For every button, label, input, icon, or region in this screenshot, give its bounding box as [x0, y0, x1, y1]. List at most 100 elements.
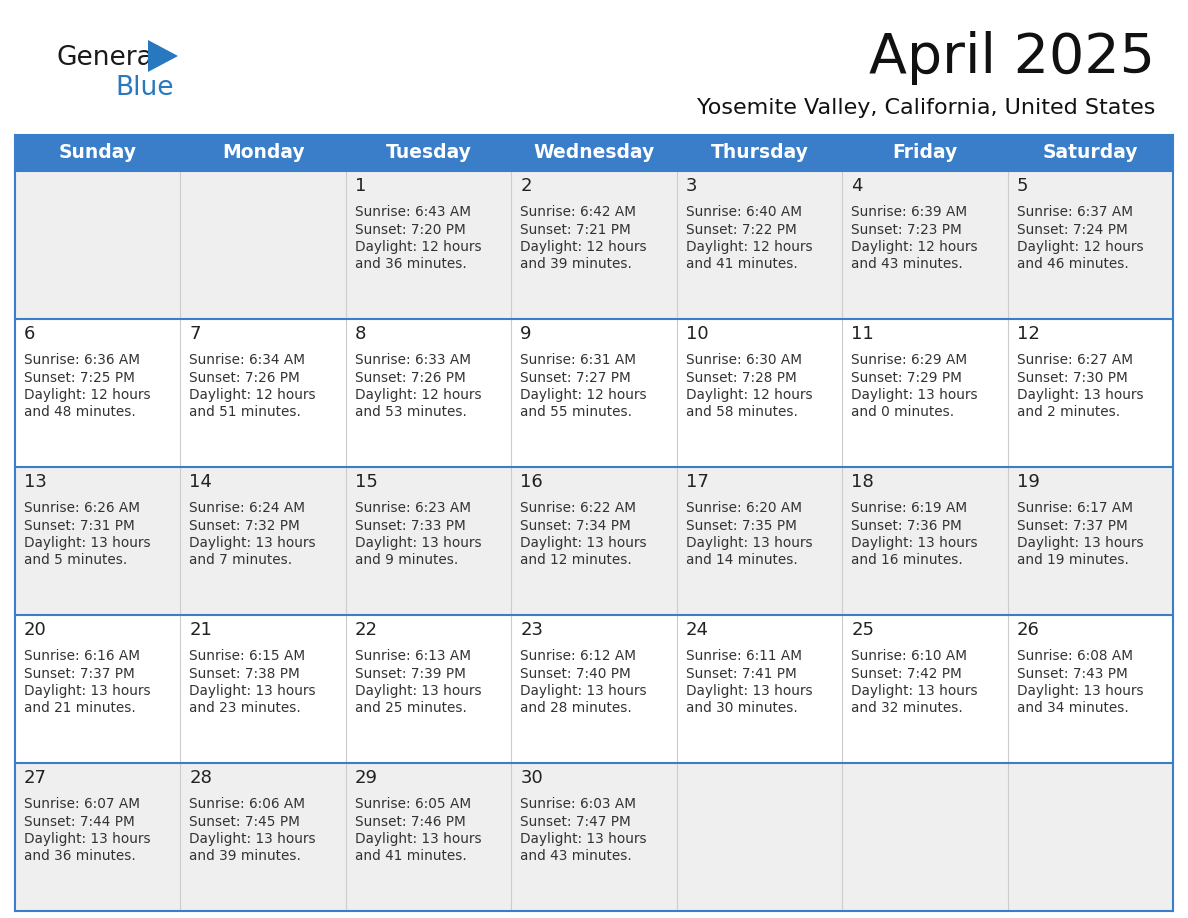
Text: Sunset: 7:34 PM: Sunset: 7:34 PM [520, 519, 631, 532]
Text: and 32 minutes.: and 32 minutes. [851, 701, 963, 715]
Text: Sunset: 7:31 PM: Sunset: 7:31 PM [24, 519, 134, 532]
Text: Sunset: 7:39 PM: Sunset: 7:39 PM [355, 666, 466, 680]
Text: Sunset: 7:40 PM: Sunset: 7:40 PM [520, 666, 631, 680]
Text: Sunrise: 6:36 AM: Sunrise: 6:36 AM [24, 353, 140, 367]
Text: and 41 minutes.: and 41 minutes. [355, 849, 467, 864]
Text: and 2 minutes.: and 2 minutes. [1017, 406, 1120, 420]
Text: 15: 15 [355, 473, 378, 491]
Text: Tuesday: Tuesday [386, 143, 472, 162]
Text: Daylight: 13 hours: Daylight: 13 hours [189, 684, 316, 698]
Text: 11: 11 [851, 325, 874, 343]
Text: Sunset: 7:28 PM: Sunset: 7:28 PM [685, 371, 796, 385]
Text: Sunrise: 6:19 AM: Sunrise: 6:19 AM [851, 501, 967, 515]
Text: Daylight: 12 hours: Daylight: 12 hours [1017, 240, 1143, 254]
Text: Thursday: Thursday [710, 143, 808, 162]
Polygon shape [148, 40, 178, 72]
Text: 20: 20 [24, 621, 46, 639]
Text: Sunset: 7:41 PM: Sunset: 7:41 PM [685, 666, 796, 680]
Text: Sunset: 7:42 PM: Sunset: 7:42 PM [851, 666, 962, 680]
Text: 14: 14 [189, 473, 213, 491]
Text: 25: 25 [851, 621, 874, 639]
Text: Sunset: 7:20 PM: Sunset: 7:20 PM [355, 222, 466, 237]
Text: 1: 1 [355, 177, 366, 195]
Text: and 7 minutes.: and 7 minutes. [189, 554, 292, 567]
Text: and 23 minutes.: and 23 minutes. [189, 701, 302, 715]
Text: 3: 3 [685, 177, 697, 195]
Text: and 34 minutes.: and 34 minutes. [1017, 701, 1129, 715]
Text: Sunrise: 6:07 AM: Sunrise: 6:07 AM [24, 797, 140, 811]
Text: and 5 minutes.: and 5 minutes. [24, 554, 127, 567]
Text: Sunday: Sunday [58, 143, 137, 162]
Text: Sunset: 7:23 PM: Sunset: 7:23 PM [851, 222, 962, 237]
Text: and 58 minutes.: and 58 minutes. [685, 406, 797, 420]
Text: Sunrise: 6:34 AM: Sunrise: 6:34 AM [189, 353, 305, 367]
Text: Daylight: 12 hours: Daylight: 12 hours [685, 388, 813, 402]
Text: Daylight: 13 hours: Daylight: 13 hours [189, 832, 316, 846]
Text: and 41 minutes.: and 41 minutes. [685, 258, 797, 272]
FancyBboxPatch shape [15, 135, 1173, 171]
Text: Sunrise: 6:40 AM: Sunrise: 6:40 AM [685, 205, 802, 219]
FancyBboxPatch shape [15, 319, 1173, 467]
Text: Sunrise: 6:37 AM: Sunrise: 6:37 AM [1017, 205, 1132, 219]
Text: Daylight: 13 hours: Daylight: 13 hours [851, 684, 978, 698]
Text: Sunrise: 6:42 AM: Sunrise: 6:42 AM [520, 205, 637, 219]
Text: Sunrise: 6:24 AM: Sunrise: 6:24 AM [189, 501, 305, 515]
Text: Sunset: 7:46 PM: Sunset: 7:46 PM [355, 814, 466, 829]
Text: Sunset: 7:33 PM: Sunset: 7:33 PM [355, 519, 466, 532]
Text: 16: 16 [520, 473, 543, 491]
Text: Sunset: 7:26 PM: Sunset: 7:26 PM [355, 371, 466, 385]
Text: and 55 minutes.: and 55 minutes. [520, 406, 632, 420]
Text: Sunset: 7:37 PM: Sunset: 7:37 PM [24, 666, 134, 680]
Text: Daylight: 13 hours: Daylight: 13 hours [851, 536, 978, 550]
Text: Sunset: 7:22 PM: Sunset: 7:22 PM [685, 222, 796, 237]
Text: and 48 minutes.: and 48 minutes. [24, 406, 135, 420]
Text: Sunrise: 6:17 AM: Sunrise: 6:17 AM [1017, 501, 1132, 515]
Text: Sunrise: 6:11 AM: Sunrise: 6:11 AM [685, 649, 802, 663]
Text: 2: 2 [520, 177, 532, 195]
Text: and 21 minutes.: and 21 minutes. [24, 701, 135, 715]
Text: 13: 13 [24, 473, 46, 491]
Text: and 28 minutes.: and 28 minutes. [520, 701, 632, 715]
Text: Sunrise: 6:20 AM: Sunrise: 6:20 AM [685, 501, 802, 515]
FancyBboxPatch shape [15, 171, 1173, 319]
Text: and 0 minutes.: and 0 minutes. [851, 406, 954, 420]
Text: Daylight: 12 hours: Daylight: 12 hours [520, 388, 647, 402]
Text: Sunrise: 6:33 AM: Sunrise: 6:33 AM [355, 353, 470, 367]
Text: and 46 minutes.: and 46 minutes. [1017, 258, 1129, 272]
Text: Monday: Monday [222, 143, 304, 162]
Text: Sunrise: 6:23 AM: Sunrise: 6:23 AM [355, 501, 470, 515]
Text: 18: 18 [851, 473, 874, 491]
Text: 7: 7 [189, 325, 201, 343]
Text: Sunrise: 6:27 AM: Sunrise: 6:27 AM [1017, 353, 1132, 367]
Text: and 36 minutes.: and 36 minutes. [355, 258, 467, 272]
Text: 10: 10 [685, 325, 708, 343]
Text: Sunrise: 6:03 AM: Sunrise: 6:03 AM [520, 797, 637, 811]
Text: Daylight: 13 hours: Daylight: 13 hours [1017, 388, 1143, 402]
Text: and 39 minutes.: and 39 minutes. [189, 849, 302, 864]
Text: April 2025: April 2025 [868, 31, 1155, 85]
Text: 5: 5 [1017, 177, 1028, 195]
Text: Sunset: 7:37 PM: Sunset: 7:37 PM [1017, 519, 1127, 532]
Text: 27: 27 [24, 769, 48, 787]
Text: 19: 19 [1017, 473, 1040, 491]
Text: General: General [57, 45, 162, 71]
Text: 26: 26 [1017, 621, 1040, 639]
Text: Blue: Blue [115, 75, 173, 101]
Text: Sunset: 7:27 PM: Sunset: 7:27 PM [520, 371, 631, 385]
Text: Daylight: 13 hours: Daylight: 13 hours [24, 832, 151, 846]
Text: Daylight: 12 hours: Daylight: 12 hours [851, 240, 978, 254]
Text: Sunset: 7:38 PM: Sunset: 7:38 PM [189, 666, 301, 680]
Text: Sunrise: 6:43 AM: Sunrise: 6:43 AM [355, 205, 470, 219]
Text: Daylight: 13 hours: Daylight: 13 hours [520, 536, 647, 550]
Text: Sunset: 7:30 PM: Sunset: 7:30 PM [1017, 371, 1127, 385]
Text: Sunrise: 6:10 AM: Sunrise: 6:10 AM [851, 649, 967, 663]
Text: and 53 minutes.: and 53 minutes. [355, 406, 467, 420]
Text: 17: 17 [685, 473, 708, 491]
Text: 4: 4 [851, 177, 862, 195]
Text: Daylight: 13 hours: Daylight: 13 hours [1017, 536, 1143, 550]
Text: Sunrise: 6:22 AM: Sunrise: 6:22 AM [520, 501, 637, 515]
Text: Daylight: 13 hours: Daylight: 13 hours [355, 536, 481, 550]
Text: Sunrise: 6:15 AM: Sunrise: 6:15 AM [189, 649, 305, 663]
Text: Sunrise: 6:30 AM: Sunrise: 6:30 AM [685, 353, 802, 367]
Text: Daylight: 13 hours: Daylight: 13 hours [520, 832, 647, 846]
